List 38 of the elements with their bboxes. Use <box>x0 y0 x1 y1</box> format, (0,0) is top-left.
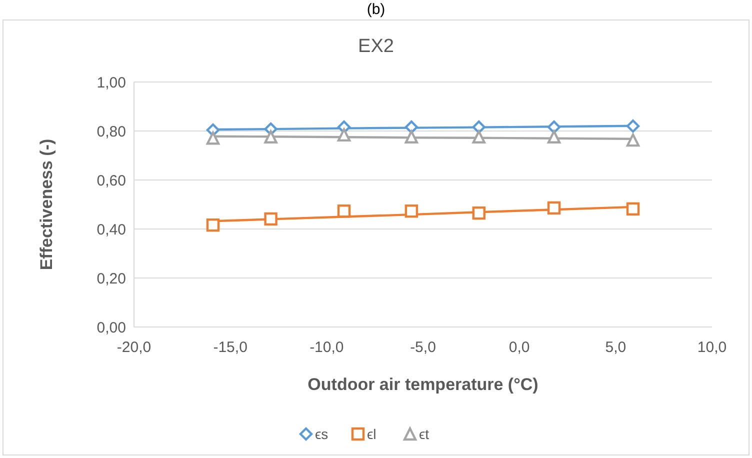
point <box>626 120 640 133</box>
x-axis-title: Outdoor air temperature (°C) <box>308 375 538 394</box>
y-tick-label: 0,60 <box>96 172 126 190</box>
point <box>206 218 220 232</box>
chart-title: EX2 <box>358 36 394 57</box>
point <box>404 204 418 218</box>
text: (b) <box>366 1 386 18</box>
legend-label: ϵl <box>367 426 376 442</box>
y-tick-label: 0,00 <box>96 319 126 336</box>
point <box>472 120 486 134</box>
y-axis-title: Effectiveness (-) <box>37 138 56 270</box>
x-tick-label: 0,0 <box>508 339 530 356</box>
legend-label: ϵt <box>419 426 430 442</box>
point <box>337 204 351 218</box>
point <box>404 130 418 144</box>
point <box>264 212 278 226</box>
point <box>472 206 486 220</box>
point <box>547 130 561 144</box>
y-tick-label: 0,40 <box>96 221 126 238</box>
point <box>547 120 561 134</box>
x-tick-label: -20,0 <box>116 339 152 356</box>
x-tick-label: -15,0 <box>213 339 248 356</box>
point <box>626 202 640 216</box>
point <box>206 132 220 145</box>
y-tick-label: 0,20 <box>96 270 126 288</box>
point <box>404 120 418 134</box>
point <box>264 130 278 144</box>
point <box>547 201 561 215</box>
point <box>472 130 486 144</box>
legend-label: ϵs <box>315 426 328 442</box>
point <box>337 128 351 142</box>
point <box>626 133 640 147</box>
y-tick-label: 0,80 <box>96 123 126 140</box>
x-tick-label: 5,0 <box>605 339 626 356</box>
y-tick-label: 1,00 <box>96 74 126 92</box>
x-tick-label: -10,0 <box>310 339 344 356</box>
x-tick-label: 10,0 <box>697 339 727 356</box>
x-tick-label: -5,0 <box>410 339 436 356</box>
